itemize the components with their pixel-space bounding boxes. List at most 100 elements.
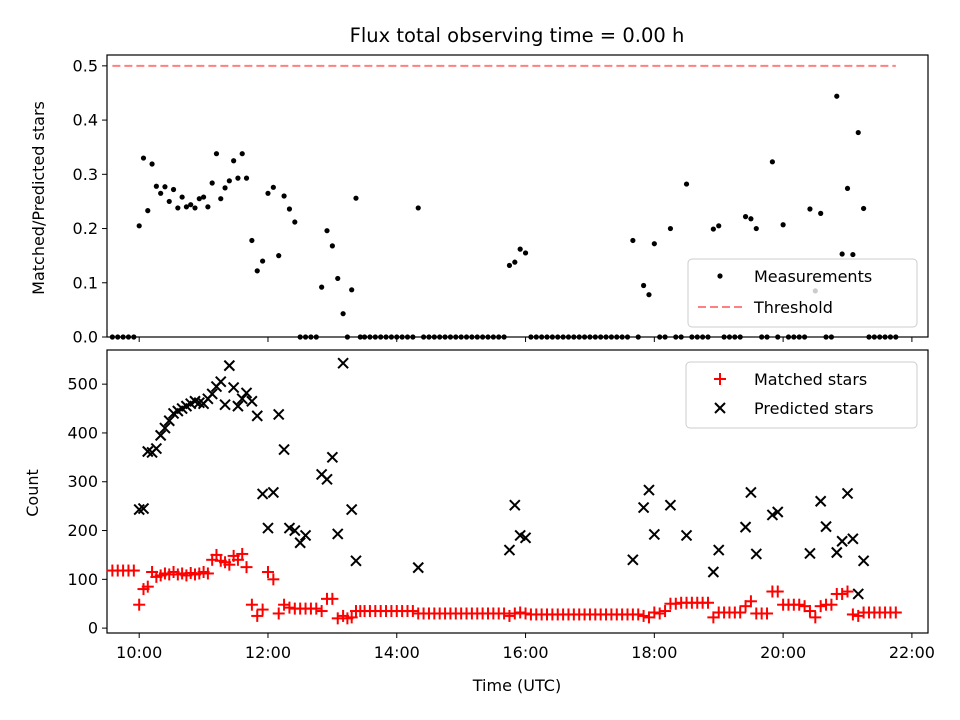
predicted-stars-point: [227, 381, 240, 394]
matched-stars-point: [310, 602, 323, 615]
measurement-point: [823, 334, 829, 340]
predicted-stars-point: [519, 532, 532, 544]
measurement-point: [780, 222, 786, 228]
predicted-stars-point: [627, 554, 639, 566]
measurement-point: [249, 237, 255, 244]
bottom-x-axis-label: Time (UTC): [472, 676, 561, 695]
measurement-point: [769, 159, 775, 165]
measurement-point: [732, 334, 738, 340]
measurement-point: [367, 334, 373, 340]
measurement-point: [614, 334, 620, 340]
matched-stars-point: [653, 607, 666, 620]
bottom-legend: Matched stars Predicted stars: [685, 361, 918, 429]
measurement-point: [490, 334, 496, 340]
matched-stars-point: [245, 598, 258, 611]
measurement-point: [694, 334, 700, 340]
measurement-point: [319, 284, 325, 290]
measurement-point: [485, 334, 491, 340]
measurement-point: [145, 208, 151, 214]
measurement-point: [209, 180, 215, 186]
predicted-stars-point: [836, 535, 848, 547]
measurement-point: [759, 334, 765, 340]
predicted-stars-point: [648, 528, 661, 541]
measurement-point: [292, 219, 298, 225]
measurement-point: [764, 334, 770, 340]
predicted-stars-point: [820, 520, 832, 533]
measurements-legend-label: Measurements: [754, 267, 872, 286]
predicted-stars-legend-marker: [714, 402, 726, 414]
measurement-point: [882, 334, 888, 340]
matched-stars-point: [278, 598, 291, 611]
measurement-point: [834, 93, 840, 99]
measurement-point: [109, 334, 115, 340]
x-tick-label: 20:00: [760, 643, 806, 662]
measurement-point: [469, 334, 475, 340]
measurement-point: [404, 334, 411, 340]
predicted-stars-point: [847, 533, 859, 545]
measurement-point: [791, 334, 797, 340]
measurement-point: [501, 334, 507, 340]
matched-stars-point: [701, 596, 714, 609]
measurement-point: [153, 183, 159, 189]
measurement-point: [458, 334, 464, 340]
top-y-tick-label: 0.5: [73, 56, 98, 75]
matched-stars-point: [734, 606, 747, 619]
predicted-stars-point: [206, 388, 218, 400]
measurement-point: [651, 241, 657, 247]
measurement-point: [170, 186, 177, 193]
measurement-point: [581, 334, 588, 340]
measurement-point: [705, 334, 711, 340]
measurement-point: [828, 334, 835, 340]
top-y-tick-label: 0.4: [73, 111, 98, 130]
predicted-stars-point: [321, 473, 333, 486]
measurement-point: [753, 225, 759, 232]
measurement-point: [437, 334, 443, 340]
measurement-point: [871, 334, 877, 340]
predicted-stars-point: [232, 400, 244, 412]
measurement-point: [313, 334, 319, 340]
measurement-point: [399, 334, 405, 340]
measurement-point: [506, 262, 513, 269]
matched-stars-point: [761, 607, 774, 620]
predicted-stars-point: [412, 561, 424, 574]
measurement-point: [426, 334, 432, 340]
predicted-stars-point: [814, 495, 827, 507]
matched-stars-point: [841, 585, 854, 598]
measurement-point: [893, 334, 899, 340]
measurement-point: [748, 216, 754, 222]
predicted-stars-point: [159, 422, 171, 434]
matched-stars-point: [141, 580, 154, 593]
measurement-point: [254, 268, 260, 274]
measurement-point: [308, 334, 314, 340]
measurement-point: [353, 195, 359, 201]
predicted-stars-point: [713, 544, 725, 556]
measurement-point: [335, 275, 341, 282]
predicted-stars-point: [750, 548, 762, 560]
matched-stars-point: [223, 558, 236, 571]
measurement-point: [149, 161, 155, 167]
measurement-point: [205, 204, 211, 210]
measurement-point: [512, 259, 518, 265]
threshold-legend-label: Threshold: [753, 298, 833, 317]
measurement-point: [420, 334, 427, 340]
measurement-point: [689, 334, 695, 340]
measurement-point: [213, 151, 220, 157]
measurement-point: [850, 251, 856, 258]
matched-stars-point: [793, 598, 806, 611]
matched-stars-point: [240, 561, 253, 574]
x-tick-label: 12:00: [245, 643, 291, 662]
matched-stars-point: [261, 566, 274, 579]
predicted-stars-point: [240, 387, 253, 399]
predicted-stars-point: [350, 555, 362, 567]
measurement-point: [480, 334, 486, 340]
matched-stars-point: [267, 573, 280, 586]
bottom-y-tick-label: 300: [67, 472, 98, 491]
matched-stars-point: [803, 605, 816, 618]
matched-stars-point: [637, 609, 650, 622]
measurement-point: [200, 194, 207, 200]
matched-stars-point: [256, 603, 269, 616]
matched-stars-point: [503, 609, 516, 622]
predicted-stars-legend-label: Predicted stars: [754, 399, 874, 418]
